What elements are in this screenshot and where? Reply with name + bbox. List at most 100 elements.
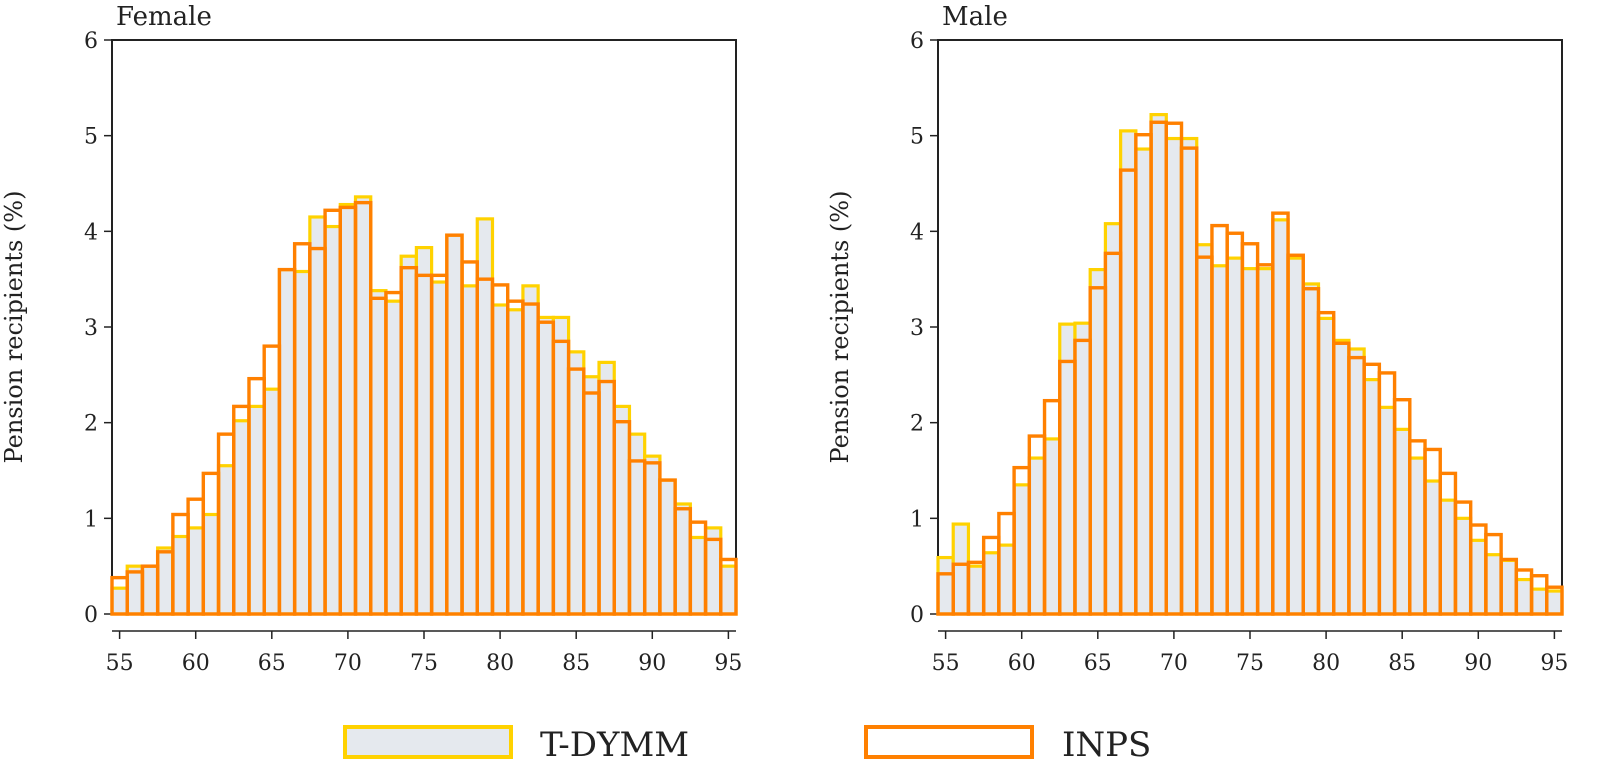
bar-t-dymm-82 bbox=[1347, 347, 1366, 616]
bar-t-dymm-72 bbox=[369, 289, 388, 616]
bar-t-dymm-84 bbox=[1377, 405, 1397, 616]
bar-t-dymm-81 bbox=[506, 308, 525, 616]
bar-t-dymm-81 bbox=[1332, 338, 1351, 616]
bar-t-dymm-61 bbox=[1027, 456, 1047, 616]
bar-t-dymm-75 bbox=[1240, 267, 1260, 616]
bar-t-dymm-67 bbox=[293, 269, 312, 616]
x-tick-label: 55 bbox=[932, 651, 960, 676]
female-panel: Female Pension recipients (%) 0 1 2 3 4 5 6 55 60 6… bbox=[0, 2, 742, 676]
bar-t-dymm-89 bbox=[1453, 516, 1473, 616]
y-tick-label: 1 bbox=[84, 507, 98, 532]
series-t-dymm bbox=[936, 113, 1564, 616]
bar-t-dymm-92 bbox=[673, 502, 692, 616]
bar-t-dymm-65 bbox=[1088, 268, 1108, 616]
chart-title: Female bbox=[116, 2, 212, 32]
bar-t-dymm-83 bbox=[536, 315, 555, 616]
y-tick-label: 2 bbox=[84, 412, 98, 437]
bar-t-dymm-60 bbox=[1012, 483, 1031, 616]
bar-t-dymm-79 bbox=[1301, 282, 1321, 616]
x-tick-label: 90 bbox=[638, 651, 666, 676]
legend-label: T-DYMM bbox=[540, 725, 689, 765]
bar-t-dymm-62 bbox=[216, 464, 236, 616]
bar-t-dymm-94 bbox=[1529, 587, 1549, 616]
x-tick-label: 70 bbox=[1160, 651, 1188, 676]
bar-t-dymm-76 bbox=[430, 280, 449, 616]
bar-t-dymm-69 bbox=[323, 224, 342, 616]
bar-t-dymm-73 bbox=[1210, 264, 1229, 616]
bar-t-dymm-65 bbox=[262, 387, 282, 616]
x-tick-label: 60 bbox=[182, 651, 210, 676]
bar-t-dymm-63 bbox=[1058, 322, 1077, 616]
bar-t-dymm-77 bbox=[445, 233, 464, 616]
bar-t-dymm-93 bbox=[688, 535, 708, 616]
bar-t-dymm-74 bbox=[399, 254, 418, 616]
y-tick-label: 4 bbox=[910, 220, 924, 245]
bar-t-dymm-95 bbox=[719, 564, 738, 616]
bar-t-dymm-76 bbox=[1256, 267, 1275, 616]
legend-item-t-dymm: T-DYMM bbox=[343, 725, 689, 765]
male-panel: Male Pension recipients (%) 0 1 2 3 4 5 6 55 60 65 7… bbox=[826, 2, 1568, 676]
bar-t-dymm-85 bbox=[566, 350, 586, 616]
y-tick-label: 1 bbox=[910, 507, 924, 532]
bar-t-dymm-87 bbox=[1423, 479, 1442, 616]
series-inps bbox=[936, 120, 1564, 616]
bar-t-dymm-75 bbox=[414, 245, 434, 616]
bar-t-dymm-55 bbox=[936, 555, 955, 616]
y-tick-label: 5 bbox=[910, 125, 924, 150]
bar-t-dymm-88 bbox=[1438, 498, 1458, 616]
bar-t-dymm-80 bbox=[490, 303, 510, 616]
bar-t-dymm-58 bbox=[156, 546, 175, 616]
x-tick-label: 95 bbox=[1540, 651, 1568, 676]
y-tick-label: 0 bbox=[910, 603, 924, 628]
x-tick-label: 65 bbox=[1084, 651, 1112, 676]
bar-t-dymm-59 bbox=[171, 534, 190, 616]
bar-t-dymm-95 bbox=[1545, 589, 1564, 616]
bar-t-dymm-66 bbox=[277, 268, 297, 616]
bar-t-dymm-77 bbox=[1271, 218, 1290, 616]
bar-t-dymm-56 bbox=[951, 522, 971, 616]
bar-t-dymm-66 bbox=[1103, 222, 1123, 616]
y-tick-label: 2 bbox=[910, 412, 924, 437]
bar-t-dymm-78 bbox=[1286, 256, 1305, 616]
y-tick-label: 3 bbox=[910, 316, 924, 341]
x-tick-label: 85 bbox=[562, 651, 590, 676]
x-tick-label: 75 bbox=[1236, 651, 1264, 676]
y-tick-label: 0 bbox=[84, 603, 98, 628]
bar-t-dymm-74 bbox=[1225, 256, 1244, 616]
bar-t-dymm-63 bbox=[232, 419, 251, 616]
x-tick-label: 75 bbox=[410, 651, 438, 676]
bar-t-dymm-64 bbox=[1073, 321, 1092, 616]
series-inps bbox=[110, 200, 738, 616]
bar-t-dymm-80 bbox=[1316, 316, 1336, 616]
bar-t-dymm-58 bbox=[982, 551, 1001, 616]
y-tick-label: 3 bbox=[84, 316, 98, 341]
bar-t-dymm-86 bbox=[582, 375, 601, 616]
y-tick-label: 4 bbox=[84, 220, 98, 245]
x-tick-label: 85 bbox=[1388, 651, 1416, 676]
series-t-dymm bbox=[110, 195, 738, 616]
bar-t-dymm-92 bbox=[1499, 558, 1518, 616]
bar-t-dymm-62 bbox=[1042, 437, 1062, 616]
y-tick-label: 6 bbox=[910, 29, 924, 54]
bar-t-dymm-69 bbox=[1149, 113, 1168, 616]
legend-swatch bbox=[343, 725, 513, 759]
bar-t-dymm-71 bbox=[1179, 136, 1199, 616]
x-tick-label: 70 bbox=[334, 651, 362, 676]
bar-t-dymm-59 bbox=[997, 543, 1016, 616]
x-tick-label: 80 bbox=[486, 651, 514, 676]
bar-t-dymm-64 bbox=[247, 404, 266, 616]
x-tick-label: 55 bbox=[106, 651, 134, 676]
bar-inps-95 bbox=[1545, 585, 1564, 616]
bar-t-dymm-91 bbox=[1484, 553, 1503, 616]
bar-t-dymm-57 bbox=[140, 564, 160, 616]
bar-t-dymm-71 bbox=[353, 195, 373, 616]
legend-item-inps: INPS bbox=[864, 725, 1151, 765]
x-tick-label: 80 bbox=[1312, 651, 1340, 676]
legend-swatch bbox=[864, 725, 1034, 759]
bar-t-dymm-72 bbox=[1195, 243, 1214, 616]
bar-t-dymm-87 bbox=[597, 360, 616, 616]
bar-t-dymm-55 bbox=[110, 586, 129, 616]
bar-t-dymm-67 bbox=[1119, 129, 1138, 616]
bar-t-dymm-61 bbox=[201, 512, 221, 616]
